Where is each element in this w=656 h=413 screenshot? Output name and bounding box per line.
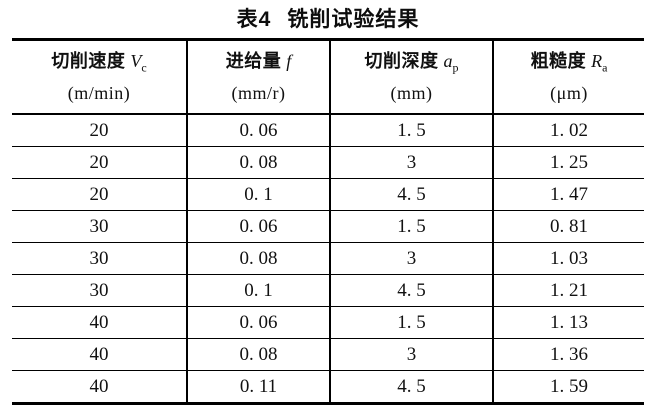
- header-line-1: 切削深度 ap: [331, 49, 492, 80]
- table-cell: 0. 08: [186, 242, 330, 275]
- table-cell: 4. 5: [329, 274, 493, 307]
- header-row: 切削速度 Vc (m/min) 进给量 f (mm/r) 切削深度 ap (mm): [12, 39, 644, 115]
- table-cell: 1. 21: [492, 274, 644, 307]
- table-cell: 0. 1: [186, 274, 330, 307]
- table-cell: 1. 25: [492, 146, 644, 179]
- table-cell: 30: [12, 210, 187, 243]
- header-line-1: 切削速度 Vc: [12, 49, 186, 80]
- table-row: 20 0. 1 4. 5 1. 47: [12, 178, 644, 211]
- table-cell: 1. 03: [492, 242, 644, 275]
- header-line-1: 粗糙度 Ra: [494, 49, 644, 80]
- table-cell: 40: [12, 306, 187, 339]
- header-unit: (μm): [550, 82, 588, 103]
- table-cell: 0. 11: [186, 370, 330, 404]
- table-caption: 表4 铣削试验结果: [0, 0, 656, 33]
- table-cell: 0. 08: [186, 338, 330, 371]
- table-cell: 1. 5: [329, 114, 493, 147]
- table-row: 30 0. 1 4. 5 1. 21: [12, 274, 644, 307]
- header-subscript: a: [602, 60, 608, 75]
- table-row: 40 0. 06 1. 5 1. 13: [12, 306, 644, 339]
- column-header-roughness: 粗糙度 Ra (μm): [492, 39, 644, 115]
- milling-results-table: 切削速度 Vc (m/min) 进给量 f (mm/r) 切削深度 ap (mm): [12, 38, 644, 405]
- column-header-cutting-depth: 切削深度 ap (mm): [329, 39, 493, 115]
- table-cell: 0. 81: [492, 210, 644, 243]
- table-cell: 1. 47: [492, 178, 644, 211]
- header-name: 切削速度: [51, 51, 126, 72]
- table-row: 40 0. 11 4. 5 1. 59: [12, 370, 644, 404]
- table-cell: 0. 06: [186, 210, 330, 243]
- header-subscript: c: [141, 60, 147, 75]
- table-cell: 40: [12, 338, 187, 371]
- header-name: 进给量: [225, 51, 282, 72]
- column-header-cutting-speed: 切削速度 Vc (m/min): [12, 39, 187, 115]
- table-cell: 20: [12, 114, 187, 147]
- table-cell: 1. 5: [329, 306, 493, 339]
- header-line-1: 进给量 f: [188, 49, 329, 80]
- table-cell: 30: [12, 242, 187, 275]
- table-cell: 1. 02: [492, 114, 644, 147]
- table-cell: 3: [329, 338, 493, 371]
- table-caption-text: 铣削试验结果: [287, 8, 420, 31]
- table-row: 30 0. 08 3 1. 03: [12, 242, 644, 275]
- table-cell: 40: [89, 375, 109, 397]
- column-header-feed-rate: 进给量 f (mm/r): [186, 39, 330, 115]
- table-cell: 0. 06: [186, 114, 330, 147]
- table-row: 30 0. 06 1. 5 0. 81: [12, 210, 644, 243]
- table-cell: 1. 5: [329, 210, 493, 243]
- header-name: 粗糙度: [530, 51, 587, 72]
- header-unit: (mm): [390, 82, 433, 103]
- table-cell: 0. 06: [186, 306, 330, 339]
- table-cell: 4. 5: [329, 178, 493, 211]
- table-cell: 20: [12, 178, 187, 211]
- header-symbol: f: [286, 51, 292, 72]
- table-cell: 3: [329, 146, 493, 179]
- table-cell: 4. 5: [329, 370, 493, 404]
- header-unit: (m/min): [67, 82, 131, 103]
- table-cell: 1. 36: [492, 338, 644, 371]
- table-row: 20 0. 08 3 1. 25: [12, 146, 644, 179]
- table-caption-number: 表4: [236, 8, 272, 31]
- header-name: 切削深度: [364, 51, 439, 72]
- table-cell: 30: [12, 274, 187, 307]
- header-subscript: p: [452, 60, 459, 75]
- table-cell: 1. 59: [492, 370, 644, 404]
- table-cell: 0. 1: [186, 178, 330, 211]
- header-symbol: V: [130, 51, 142, 72]
- table-cell: 1. 13: [492, 306, 644, 339]
- header-symbol: R: [591, 51, 603, 72]
- header-symbol: a: [443, 51, 453, 72]
- header-unit: (mm/r): [231, 82, 286, 103]
- table-row: 40 0. 08 3 1. 36: [12, 338, 644, 371]
- table-cell: 0. 08: [186, 146, 330, 179]
- table-cell: 20: [12, 146, 187, 179]
- table-cell: 3: [329, 242, 493, 275]
- table-row: 20 0. 06 1. 5 1. 02: [12, 114, 644, 147]
